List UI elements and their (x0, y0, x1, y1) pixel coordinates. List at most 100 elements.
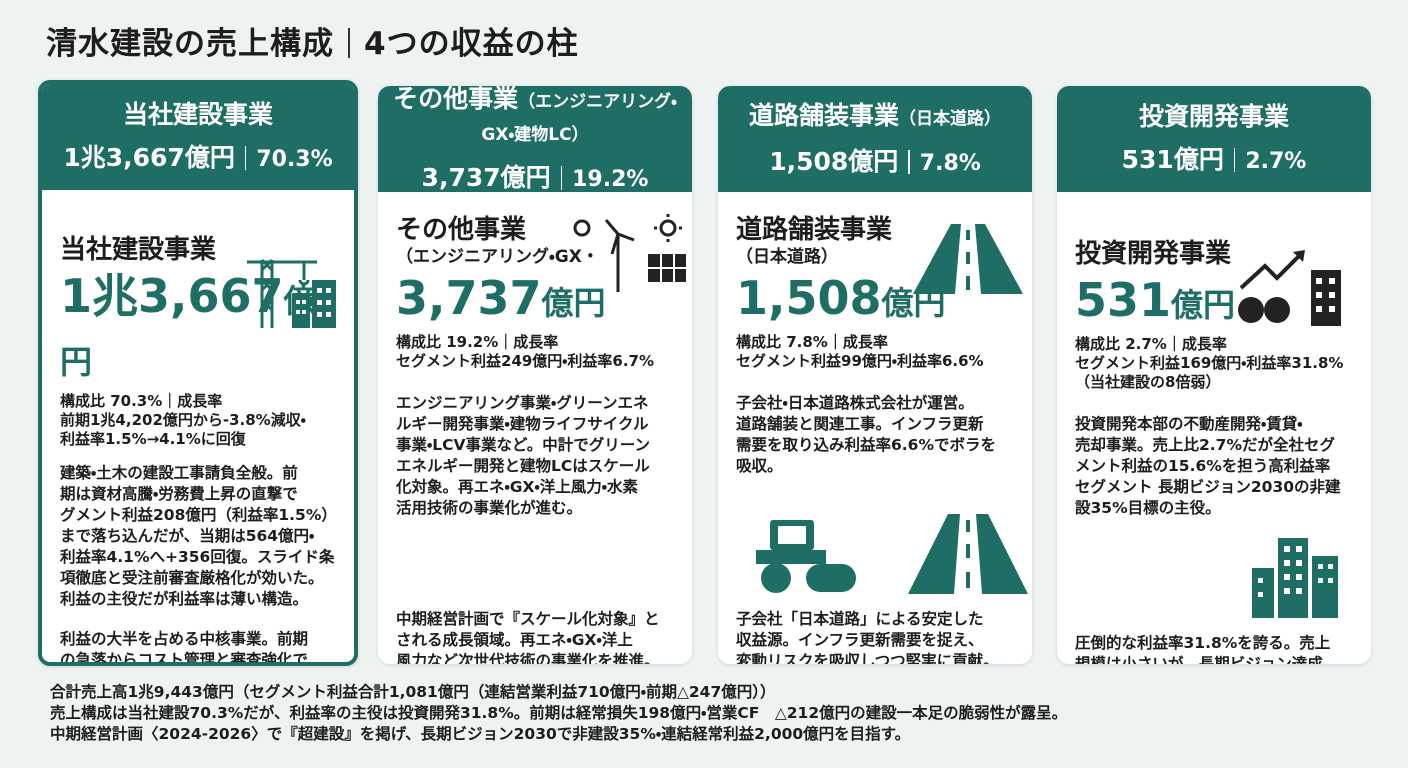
card: 投資開発事業 531億円 2.7% 投資開発事業 531億円 構成比 2.7%｜成長率 セグ… (1057, 86, 1371, 664)
description-line: 利益率4.1%へ+356回復。スライド条 (60, 548, 335, 566)
card: その他事業（エンジニアリング・GX・建物LC） 3,737億円 19.2% その他事業… (378, 86, 692, 664)
header-name-row: その他事業（エンジニアリング・GX・建物LC） (392, 86, 678, 150)
summary-line: 中期経営計画で『スケール化対象』と (396, 610, 660, 628)
header-amount: 531億円 (1121, 145, 1224, 174)
header-share: 7.8% (919, 150, 981, 176)
icon (913, 224, 1023, 298)
amount-row: 531億円 (1075, 272, 1353, 333)
description: 投資開発本部の不動産開発・賃貸・ 売却事業。売上比2.7%だが全社セグ メント利益の… (1075, 414, 1353, 519)
description-line: グメント利益208億円（利益率1.5%） (60, 506, 337, 524)
segment-name: その他事業 (396, 215, 527, 245)
stat-line: セグメント利益99億円・利益率6.6% (736, 352, 984, 370)
icon (242, 250, 342, 334)
title: 清水建設の売上構成 (46, 26, 334, 62)
separator (244, 146, 247, 170)
card-body: 道路舗装事業 （日本道路） 1,508億円 構成比 7.8%｜成長率 セグメント利益99… (718, 214, 1032, 664)
description: 子会社・日本道路株式会社が運営。 道路舗装と関連工事。インフラ更新 需要を取り込み利… (736, 393, 1014, 477)
icon (1237, 248, 1347, 332)
description-line: 子会社・日本道路株式会社が運営。 (736, 394, 974, 412)
description-line: 道路舗装と関連工事。インフラ更新 (736, 415, 984, 433)
description-line: エネルギー開発と建物LCはスケール (396, 457, 650, 475)
header-amount-row: 531億円 2.7% (1071, 140, 1357, 176)
header-amount-row: 1,508億円 7.8% (732, 142, 1018, 178)
icon (568, 214, 688, 298)
description-line: 期は資材高騰・労務費上昇の直撃で (60, 485, 298, 503)
header-share: 2.7% (1245, 149, 1307, 174)
amount: 3,737 (396, 271, 542, 325)
header-name-sub: （エンジニアリング・GX・建物LC） (481, 92, 677, 145)
header-amount: 1兆3,667億円 (63, 143, 235, 172)
description: エンジニアリング事業・グリーンエネ ルギー開発事業・建物ライフサイクル 事業・LCV… (396, 393, 674, 519)
icon (1252, 538, 1342, 622)
separator (908, 149, 910, 174)
summary-line: の急落からコスト管理と審査強化で (60, 651, 309, 666)
header-amount-row: 3,737億円 19.2% (392, 158, 678, 194)
header-share: 19.2% (572, 167, 649, 192)
summary-line: 収益源。インフラ更新需要を捉え、 (736, 631, 984, 649)
footer-line: 合計売上高1兆9,443億円（セグメント利益合計1,081億円（連結営業利益71… (50, 683, 776, 701)
summary-line: 子会社「日本道路」による安定した (736, 610, 984, 628)
segment-name: 投資開発事業 (1075, 239, 1232, 269)
summary-line: 圧倒的な利益率31.8%を誇る。売上 (1075, 634, 1331, 652)
description-line: まで落ち込んだが、当期は564億円・ (60, 527, 315, 545)
separator (348, 28, 350, 58)
footer-line: 中期経営計画〈2024-2026〉で『超建設』を掲げ、長期ビジョン2030で非建… (50, 725, 911, 743)
header-name-row: 道路舗装事業（日本道路） (732, 101, 1018, 134)
summary-line: 風力など次世代技術の事業化を推進。 (396, 652, 660, 664)
card-header: その他事業（エンジニアリング・GX・建物LC） 3,737億円 19.2% (378, 86, 692, 192)
header-name: その他事業 (393, 86, 519, 113)
footer: 合計売上高1兆9,443億円（セグメント利益合計1,081億円（連結営業利益71… (50, 682, 1067, 745)
icon (748, 514, 1028, 598)
amount: 531 (1075, 273, 1172, 327)
card: 道路舗装事業（日本道路） 1,508億円 7.8% 道路舗装事業 （日本道路） 1,508… (718, 86, 1032, 664)
description-line: 事業・LCV事業など。中計でグリーン (396, 436, 650, 454)
stats: 構成比 70.3%｜成長率 前期1兆4,202億円から-3.8%減収・ 利益率1.5… (60, 392, 336, 449)
description-line: 設35%目標の主役。 (1075, 499, 1221, 517)
card-header: 投資開発事業 531億円 2.7% (1057, 86, 1371, 192)
header-name-row: 投資開発事業 (1071, 102, 1357, 132)
header-amount: 3,737億円 (421, 163, 551, 192)
segment-name-sub: （日本道路） (736, 247, 838, 267)
stats: 構成比 19.2%｜成長率 セグメント利益249億円・利益率6.7% (396, 333, 674, 371)
header-share: 70.3% (256, 147, 333, 172)
stat-line: 利益率1.5%→4.1%に回復 (60, 430, 246, 448)
description-line: 項徹底と受注前審査厳格化が効いた。 (60, 569, 324, 587)
stat-line: 構成比 7.8%｜成長率 (736, 333, 888, 351)
stat-line: セグメント利益249億円・利益率6.7% (396, 352, 655, 370)
amount-unit: 億円 (1171, 286, 1236, 324)
segment-name-sub: （エンジニアリング・GX・ (396, 247, 599, 267)
stat-line: （当社建設の8倍弱） (1075, 373, 1221, 391)
amount-row: 3,737億円 (396, 270, 674, 331)
stats: 構成比 2.7%｜成長率 セグメント利益169億円・利益率31.8% （当社建設の8… (1075, 335, 1353, 392)
description-line: メント利益の15.6%を担う高利益率 (1075, 457, 1331, 475)
summary-line: 変動リスクを吸収しつつ堅実に貢献。 (736, 652, 999, 664)
stat-line: 構成比 2.7%｜成長率 (1075, 335, 1227, 353)
header-amount: 1,508億円 (769, 146, 899, 176)
summary: 子会社「日本道路」による安定した 収益源。インフラ更新需要を捉え、変動リスクを吸収… (736, 609, 999, 664)
segment-name: 当社建設事業 (60, 235, 217, 265)
header-amount-row: 1兆3,667億円 70.3% (56, 138, 340, 174)
header-name: 道路舗装事業 (748, 100, 899, 130)
header-name: 投資開発事業 (1138, 102, 1289, 131)
header-name-sub: （日本道路） (899, 108, 1001, 129)
amount-row: 1,508億円 (736, 270, 1014, 331)
footer-line: 売上構成は当社建設70.3%だが、利益率の主役は投資開発31.8%。前期は経常損… (50, 704, 1068, 722)
summary: 利益の大半を占める中核事業。前期の急落からコスト管理と審査強化で利益率4.1%へ… (60, 629, 317, 666)
description-line: エンジニアリング事業・グリーンエネ (396, 394, 649, 412)
description-line: 需要を取り込み利益率6.6%でボラを (736, 436, 996, 454)
separator (1233, 148, 1236, 172)
card-body: その他事業 （エンジニアリング・GX・ 3,737億円 構成比 19.2%｜成長率 セグ… (378, 214, 692, 664)
card-header: 道路舗装事業（日本道路） 1,508億円 7.8% (718, 86, 1032, 192)
segment-name: 道路舗装事業 (736, 215, 893, 245)
description: 建築・土木の建設工事請負全般。前 期は資材高騰・労務費上昇の直撃でグメント利益20… (60, 463, 337, 610)
stat-line: 前期1兆4,202億円から-3.8%減収・ (60, 411, 306, 429)
summary-line: される成長領域。再エネ・GX・洋上 (396, 631, 633, 649)
summary: 圧倒的な利益率31.8%を誇る。売上規模は小さいが、長期ビジョン達成に向けた「非… (1075, 633, 1330, 664)
description-line: 投資開発本部の不動産開発・賃貸・ (1075, 415, 1303, 433)
amount: 1兆3,667 (60, 269, 284, 323)
description-line: 建築・土木の建設工事請負全般。前 (60, 464, 298, 482)
title-bar: 清水建設の売上構成 4つの収益の柱 (46, 18, 579, 63)
stats: 構成比 7.8%｜成長率 セグメント利益99億円・利益率6.6% (736, 333, 1014, 371)
